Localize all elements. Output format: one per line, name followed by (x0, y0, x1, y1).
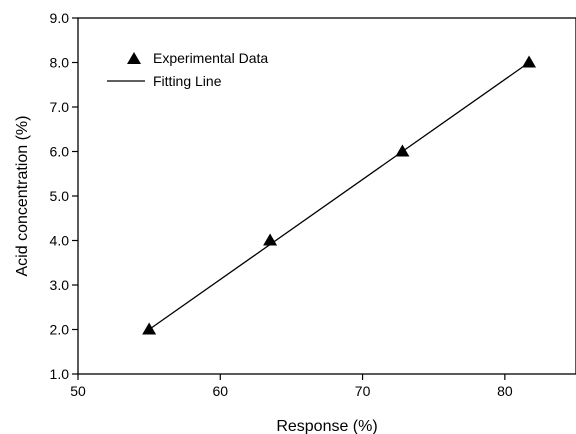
y-tick-label: 4.0 (50, 233, 70, 249)
legend-label-fitting-line: Fitting Line (153, 73, 222, 89)
y-tick-label: 9.0 (50, 10, 70, 26)
x-tick-label: 50 (70, 383, 86, 399)
legend-label-experimental-data: Experimental Data (153, 50, 268, 66)
data-point-triangle (142, 322, 157, 335)
x-tick-label: 70 (355, 383, 371, 399)
x-tick-label: 80 (497, 383, 513, 399)
x-tick-label: 60 (212, 383, 228, 399)
data-point-triangle (395, 144, 410, 157)
legend-marker-triangle-icon (127, 52, 141, 64)
y-tick-label: 1.0 (50, 366, 70, 382)
plot-frame (77, 17, 576, 375)
data-point-triangle (263, 233, 278, 246)
y-axis: 1.0 2.0 3.0 4.0 5.0 6.0 7.0 8.0 9.0 (50, 10, 78, 382)
y-tick-label: 5.0 (50, 188, 70, 204)
y-axis-label: Acid concentration (%) (14, 116, 31, 277)
legend: Experimental Data Fitting Line (107, 50, 268, 89)
plot-area (142, 55, 537, 335)
x-axis: 50 60 70 80 (70, 374, 513, 399)
x-axis-label: Response (%) (276, 418, 377, 434)
fitting-line (148, 61, 530, 331)
y-tick-label: 2.0 (50, 322, 70, 338)
y-tick-label: 3.0 (50, 277, 70, 293)
y-tick-label: 8.0 (50, 55, 70, 71)
data-point-triangle (522, 55, 537, 68)
y-tick-label: 7.0 (50, 99, 70, 115)
y-tick-label: 6.0 (50, 144, 70, 160)
